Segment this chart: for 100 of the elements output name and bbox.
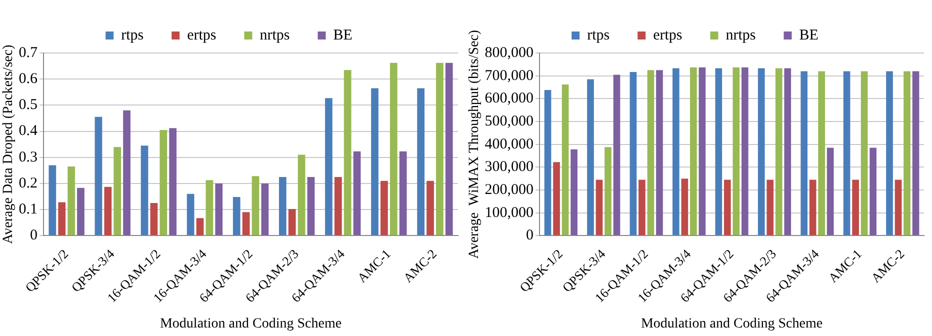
bar <box>104 186 112 236</box>
bar <box>886 71 893 236</box>
bar <box>715 68 722 236</box>
bar <box>826 148 834 236</box>
bar <box>445 62 453 236</box>
bar <box>58 202 66 236</box>
bar <box>278 176 286 236</box>
bar <box>77 188 84 236</box>
y-tick-label: 0.4 <box>18 123 38 140</box>
legend-label: ertps <box>187 27 216 44</box>
x-axis-title: Modulation and Coding Scheme <box>160 316 342 332</box>
y-tick-label: 0.3 <box>18 149 38 166</box>
bar <box>596 180 603 236</box>
y-tick-label: 0.7 <box>18 44 38 61</box>
bar <box>417 88 424 236</box>
bar <box>232 197 240 236</box>
bar <box>672 68 680 236</box>
bar <box>870 148 876 236</box>
bar <box>544 90 552 236</box>
y-axis-title: Average WiMAX Throughput (bits/Sec) <box>467 30 482 259</box>
bar <box>698 67 706 236</box>
bar <box>638 180 646 236</box>
bar <box>784 68 792 236</box>
bar <box>242 212 250 236</box>
bar <box>732 67 740 236</box>
bar <box>647 70 654 236</box>
bar <box>114 146 122 236</box>
bar <box>860 71 868 236</box>
bar <box>307 176 315 236</box>
bar <box>353 151 361 236</box>
y-tick-label: 0.6 <box>18 71 38 88</box>
bar <box>196 218 204 236</box>
bar <box>570 149 578 236</box>
y-tick-label: 0.1 <box>18 202 38 218</box>
legend-label: rtps <box>587 27 610 44</box>
y-tick-label: 500,000 <box>484 113 534 130</box>
y-tick-label: 100,000 <box>484 204 534 221</box>
bar <box>334 176 342 236</box>
bar <box>553 162 560 236</box>
bar <box>288 209 296 236</box>
bar <box>169 128 177 236</box>
x-axis-title: Modulation and Coding Scheme <box>640 316 823 332</box>
bar <box>206 180 214 236</box>
bar <box>380 180 388 236</box>
bar <box>587 79 594 236</box>
bar <box>123 110 130 236</box>
y-tick-label: 800,000 <box>484 44 534 61</box>
bar <box>68 166 75 236</box>
bar <box>758 68 765 236</box>
legend-label: rtps <box>121 27 144 44</box>
bar <box>681 178 688 236</box>
legend-label: BE <box>333 27 352 44</box>
bar <box>690 67 697 236</box>
bar <box>818 71 825 236</box>
bar <box>298 154 306 236</box>
bar <box>604 147 612 236</box>
y-tick-label: 0 <box>30 228 38 244</box>
bar <box>186 194 194 236</box>
bar <box>325 98 332 236</box>
bar <box>160 130 168 236</box>
bar <box>261 183 269 236</box>
legend-label: nrtps <box>726 27 756 44</box>
bar <box>94 116 102 236</box>
bar <box>800 71 808 236</box>
bar <box>426 180 434 236</box>
legend-label: ertps <box>653 27 682 44</box>
bar <box>724 180 731 236</box>
bar <box>656 70 663 236</box>
legend-label: BE <box>799 27 818 44</box>
bar <box>775 68 782 236</box>
bar <box>344 70 352 236</box>
y-axis-title: Average Data Droped (Packets/sec) <box>1 44 16 244</box>
bar <box>843 71 850 236</box>
bar <box>436 62 444 236</box>
bar <box>894 180 902 236</box>
bar <box>912 71 920 236</box>
bar <box>48 165 56 236</box>
bar <box>613 74 620 236</box>
bar <box>904 71 910 236</box>
y-tick-label: 0.2 <box>18 175 38 192</box>
bar <box>809 180 816 236</box>
y-tick-label: 400,000 <box>484 136 534 152</box>
bar <box>371 88 378 236</box>
y-tick-label: 0.5 <box>18 97 38 114</box>
y-tick-label: 700,000 <box>484 68 534 84</box>
y-tick-label: 300,000 <box>484 159 534 176</box>
y-tick-label: 600,000 <box>484 90 534 107</box>
bar <box>562 84 569 236</box>
bar <box>215 183 223 236</box>
bar <box>399 151 407 236</box>
y-tick-label: 200,000 <box>484 182 534 198</box>
legend-label: nrtps <box>260 27 290 44</box>
y-tick-label: 0 <box>526 228 534 244</box>
bar <box>766 180 774 236</box>
bar <box>741 67 748 236</box>
bar <box>140 146 148 236</box>
bar <box>852 180 859 236</box>
bar <box>150 203 158 236</box>
bar <box>630 72 637 236</box>
bar <box>390 62 398 236</box>
